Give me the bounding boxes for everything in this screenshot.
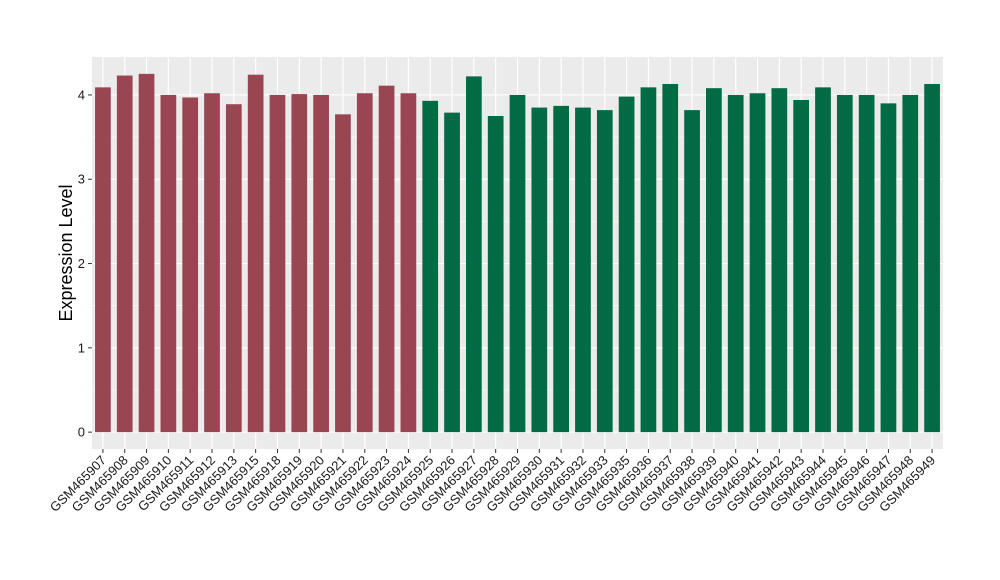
bar-GSM465919 (291, 94, 308, 433)
bar-GSM465940 (727, 94, 744, 433)
bar-GSM465912 (204, 93, 220, 433)
bar-GSM465939 (706, 88, 722, 433)
bar-GSM465915 (247, 74, 264, 433)
bar-GSM465925 (422, 100, 439, 433)
bar-GSM465908 (116, 75, 133, 433)
bar-GSM465931 (553, 105, 569, 433)
bar-GSM465947 (880, 103, 897, 433)
bar-GSM465944 (815, 87, 831, 433)
bar-GSM465936 (640, 87, 657, 433)
bar-GSM465948 (902, 94, 919, 433)
bar-GSM465941 (749, 93, 766, 433)
bar-GSM465942 (771, 88, 788, 433)
bar-GSM465928 (487, 116, 504, 433)
bar-GSM465918 (269, 94, 286, 433)
y-tick-label: 0 (78, 425, 85, 440)
bar-GSM465923 (378, 85, 395, 433)
bar-GSM465922 (356, 93, 373, 433)
bar-GSM465945 (836, 94, 853, 433)
bar-GSM465943 (793, 99, 810, 433)
bar-GSM465913 (225, 104, 242, 433)
bar-GSM465927 (466, 76, 482, 433)
y-tick-label: 4 (78, 87, 85, 102)
bar-GSM465926 (444, 112, 460, 433)
y-tick-label: 3 (78, 172, 85, 187)
bar-GSM465933 (596, 110, 613, 433)
bar-GSM465935 (618, 96, 635, 433)
bar-GSM465932 (575, 107, 591, 433)
y-tick-label: 2 (78, 256, 85, 271)
bar-GSM465920 (313, 94, 329, 433)
bar-GSM465929 (509, 94, 526, 433)
bar-GSM465921 (335, 114, 351, 433)
y-axis: 0 1 2 3 4 (78, 87, 92, 440)
bar-GSM465930 (531, 107, 548, 433)
bars (95, 73, 940, 433)
x-axis: GSM465907GSM465908GSM465909GSM465910GSM4… (47, 449, 938, 515)
bar-GSM465909 (138, 73, 155, 433)
bar-GSM465911 (182, 97, 199, 433)
bar-GSM465907 (95, 87, 111, 433)
bar-GSM465949 (924, 83, 940, 433)
bar-GSM465946 (858, 94, 875, 433)
bar-GSM465937 (662, 83, 679, 433)
bar-GSM465924 (400, 93, 417, 433)
bar-GSM465910 (160, 94, 177, 433)
y-axis-title: Expression Level (56, 184, 76, 321)
bar-GSM465938 (684, 110, 700, 433)
y-tick-label: 1 (78, 340, 85, 355)
